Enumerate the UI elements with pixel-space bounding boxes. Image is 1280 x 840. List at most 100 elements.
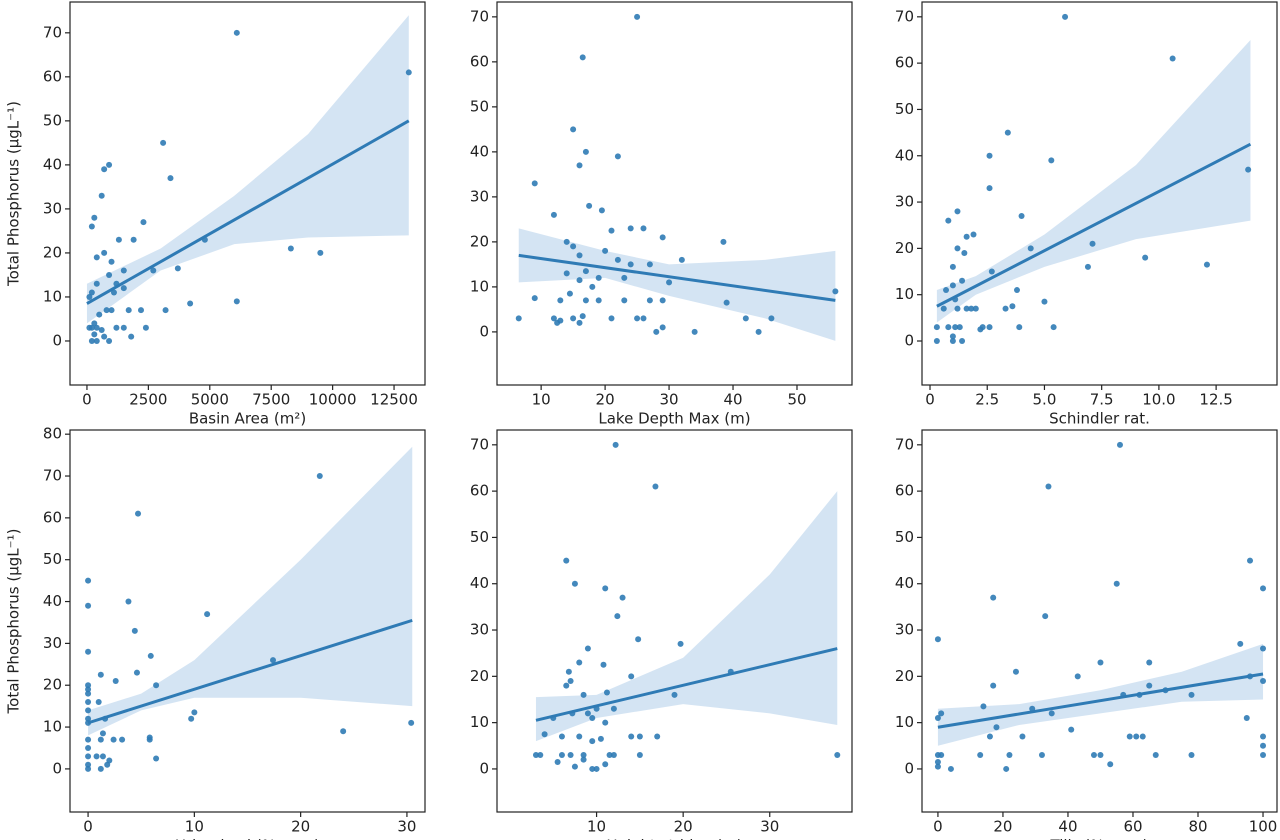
data-point bbox=[570, 243, 577, 250]
data-point bbox=[1045, 483, 1052, 490]
x-axis-label: Basin Area (m²) bbox=[189, 410, 306, 428]
data-point bbox=[106, 337, 113, 344]
x-tick-label: 40 bbox=[723, 391, 742, 409]
plot-frame bbox=[921, 1, 1278, 386]
data-point bbox=[949, 263, 956, 270]
data-point bbox=[652, 483, 659, 490]
data-point bbox=[101, 333, 108, 340]
data-point bbox=[963, 233, 970, 240]
plot-frame bbox=[69, 429, 426, 813]
confidence-band bbox=[518, 228, 836, 341]
data-point bbox=[316, 473, 323, 480]
data-point bbox=[125, 307, 132, 314]
data-point bbox=[125, 598, 132, 605]
data-point bbox=[112, 678, 119, 685]
data-point bbox=[610, 752, 617, 759]
y-tick-label: 30 bbox=[895, 621, 914, 639]
data-point bbox=[576, 252, 583, 259]
data-point bbox=[93, 324, 100, 331]
data-point bbox=[85, 690, 92, 697]
data-point bbox=[635, 636, 642, 643]
regression-line bbox=[518, 253, 836, 302]
data-point bbox=[659, 297, 666, 304]
data-point bbox=[571, 763, 578, 770]
y-tick-label: 40 bbox=[470, 574, 489, 592]
data-point bbox=[120, 267, 127, 274]
data-point bbox=[956, 324, 963, 331]
x-tick-label: 30 bbox=[660, 391, 679, 409]
data-point bbox=[938, 752, 945, 759]
data-point bbox=[174, 265, 181, 272]
data-point bbox=[678, 256, 685, 263]
data-point bbox=[934, 715, 941, 722]
data-point bbox=[621, 274, 628, 281]
data-point bbox=[1188, 691, 1195, 698]
data-point bbox=[567, 752, 574, 759]
data-point bbox=[93, 254, 100, 261]
data-point bbox=[160, 139, 167, 146]
data-point bbox=[671, 691, 678, 698]
regression-line bbox=[936, 142, 1252, 308]
data-point bbox=[768, 315, 775, 322]
y-tick-label: 40 bbox=[470, 142, 489, 160]
data-point bbox=[940, 305, 947, 312]
data-point bbox=[570, 315, 577, 322]
y-tick-label: 20 bbox=[470, 232, 489, 250]
data-point bbox=[720, 238, 727, 245]
data-point bbox=[961, 250, 968, 257]
y-tick-label: 20 bbox=[43, 676, 62, 694]
data-point bbox=[1012, 668, 1019, 675]
data-point bbox=[98, 192, 105, 199]
data-point bbox=[135, 510, 142, 517]
data-point bbox=[91, 331, 98, 338]
data-point bbox=[537, 752, 544, 759]
data-point bbox=[627, 225, 634, 232]
data-point bbox=[1041, 298, 1048, 305]
data-point bbox=[586, 202, 593, 209]
data-point bbox=[938, 710, 945, 717]
y-tick-label: 20 bbox=[470, 667, 489, 685]
y-tick-label: 70 bbox=[895, 7, 914, 25]
x-tick-label: 10000 bbox=[309, 391, 357, 409]
x-tick-label: 12.5 bbox=[1199, 391, 1232, 409]
data-point bbox=[1188, 752, 1195, 759]
data-point bbox=[1146, 682, 1153, 689]
data-point bbox=[101, 249, 108, 256]
x-tick-label: 10 bbox=[532, 391, 551, 409]
data-point bbox=[934, 636, 941, 643]
y-tick-label: 70 bbox=[43, 467, 62, 485]
data-point bbox=[91, 214, 98, 221]
data-point bbox=[589, 715, 596, 722]
data-point bbox=[640, 225, 647, 232]
data-point bbox=[541, 731, 548, 738]
data-point bbox=[146, 736, 153, 743]
data-point bbox=[167, 175, 174, 182]
data-point bbox=[187, 300, 194, 307]
y-tick-label: 60 bbox=[470, 52, 489, 70]
data-point bbox=[1245, 166, 1252, 173]
data-point bbox=[570, 126, 577, 133]
data-point bbox=[97, 765, 104, 772]
data-point bbox=[602, 719, 609, 726]
data-point bbox=[963, 305, 970, 312]
x-tick-label: 20 bbox=[993, 818, 1012, 836]
data-point bbox=[945, 217, 952, 224]
data-point bbox=[723, 299, 730, 306]
data-point bbox=[1009, 303, 1016, 310]
data-point bbox=[147, 652, 154, 659]
y-tick-label: 30 bbox=[43, 634, 62, 652]
data-point bbox=[1048, 710, 1055, 717]
data-point bbox=[106, 271, 113, 278]
data-point bbox=[95, 698, 102, 705]
data-point bbox=[986, 185, 993, 192]
data-point bbox=[557, 297, 564, 304]
data-point bbox=[977, 752, 984, 759]
x-tick-label: 10.0 bbox=[1142, 391, 1175, 409]
data-point bbox=[142, 324, 149, 331]
data-point bbox=[968, 305, 975, 312]
x-tick-label: 20 bbox=[596, 391, 615, 409]
x-tick-label: 80 bbox=[1188, 818, 1207, 836]
data-point bbox=[1107, 761, 1114, 768]
data-point bbox=[563, 557, 570, 564]
data-point bbox=[317, 249, 324, 256]
